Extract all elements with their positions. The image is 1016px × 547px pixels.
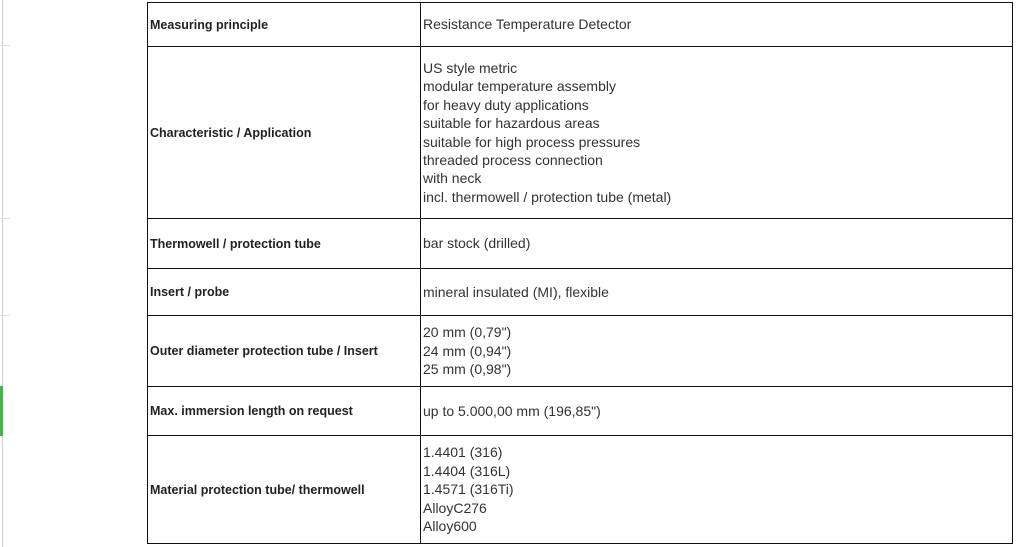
spec-table: Measuring principle Resistance Temperatur… (147, 2, 1013, 544)
spec-value-line: US style metric (423, 59, 518, 76)
spec-value-line: AlloyC276 (423, 499, 487, 516)
spec-value-line: suitable for hazardous areas (423, 115, 600, 132)
spec-label: Characteristic / Application (147, 46, 421, 219)
spec-value-line: 25 mm (0,98") (423, 361, 512, 378)
spec-value-line: incl. thermowell / protection tube (meta… (423, 188, 672, 205)
table-row: Outer diameter protection tube / Insert 2… (147, 315, 1013, 387)
spec-value-line: for heavy duty applications (423, 96, 589, 113)
spec-label: Insert / probe (147, 268, 421, 316)
spec-label: Material protection tube/ thermowell (147, 435, 421, 544)
spec-value-line: Alloy600 (423, 518, 477, 535)
spec-value: US style metric modular temperature assem… (420, 46, 1013, 219)
spec-label: Outer diameter protection tube / Insert (147, 315, 421, 387)
divider (0, 218, 10, 219)
spec-value-line: suitable for high process pressures (423, 133, 641, 150)
table-row: Material protection tube/ thermowell 1.44… (147, 435, 1013, 544)
spec-value: bar stock (drilled) (420, 218, 1013, 269)
spec-value-line: mineral insulated (MI), flexible (423, 283, 609, 300)
active-indicator (0, 386, 3, 436)
spec-value-line: 20 mm (0,79") (423, 324, 512, 341)
spec-value: 20 mm (0,79") 24 mm (0,94") 25 mm (0,98") (420, 315, 1013, 387)
table-row: Thermowell / protection tube bar stock (d… (147, 218, 1013, 269)
spec-value-line: 24 mm (0,94") (423, 342, 512, 359)
table-row: Insert / probe mineral insulated (MI), fl… (147, 268, 1013, 316)
spec-value-line: 1.4401 (316) (423, 444, 503, 461)
spec-value-line: 1.4404 (316L) (423, 462, 511, 479)
table-row: Max. immersion length on request up to 5.… (147, 386, 1013, 436)
spec-value-line: bar stock (drilled) (423, 235, 531, 252)
spec-label: Max. immersion length on request (147, 386, 421, 436)
spec-value: up to 5.000,00 mm (196,85") (420, 386, 1013, 436)
spec-label: Measuring principle (147, 2, 421, 47)
spec-label: Thermowell / protection tube (147, 218, 421, 269)
divider (0, 315, 10, 316)
left-scroll-edge (2, 0, 3, 547)
spec-value-line: up to 5.000,00 mm (196,85") (423, 402, 601, 419)
spec-value-line: with neck (423, 170, 482, 187)
spec-value-line: 1.4571 (316Ti) (423, 481, 514, 498)
divider (0, 45, 10, 46)
spec-value-line: Resistance Temperature Detector (423, 16, 632, 33)
spec-value: Resistance Temperature Detector (420, 2, 1013, 47)
spec-value-line: threaded process connection (423, 151, 603, 168)
table-row: Characteristic / Application US style met… (147, 46, 1013, 219)
table-row: Measuring principle Resistance Temperatur… (147, 2, 1013, 47)
spec-value: 1.4401 (316) 1.4404 (316L) 1.4571 (316Ti) A… (420, 435, 1013, 544)
spec-value-line: modular temperature assembly (423, 78, 616, 95)
spec-value: mineral insulated (MI), flexible (420, 268, 1013, 316)
